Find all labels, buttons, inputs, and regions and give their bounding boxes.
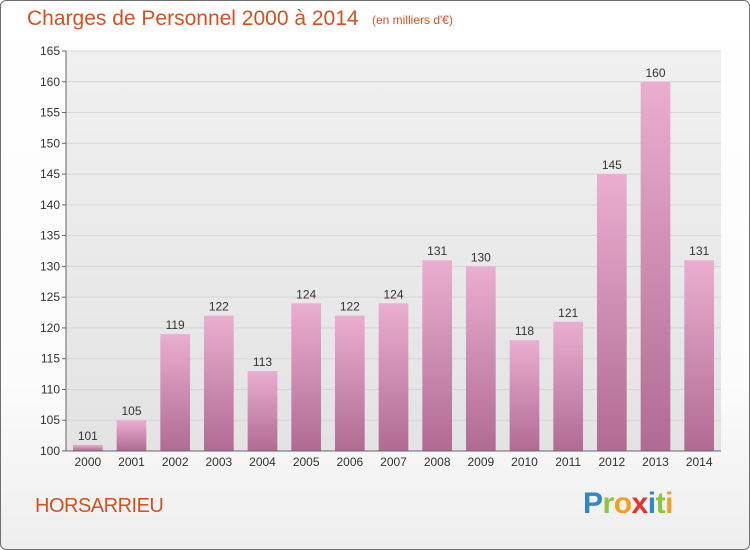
data-label: 113 bbox=[253, 355, 272, 369]
y-tick-label: 165 bbox=[40, 44, 60, 58]
data-label: 118 bbox=[515, 324, 534, 338]
y-tick-label: 120 bbox=[40, 321, 60, 335]
x-tick-label: 2010 bbox=[511, 455, 538, 469]
data-label: 131 bbox=[689, 244, 709, 258]
x-tick-label: 2013 bbox=[642, 455, 669, 469]
x-tick-label: 2002 bbox=[162, 455, 189, 469]
bar bbox=[640, 81, 671, 452]
x-tick-label: 2006 bbox=[336, 455, 363, 469]
y-tick-label: 115 bbox=[41, 352, 60, 366]
bar bbox=[509, 340, 540, 451]
x-tick-label: 2011 bbox=[555, 455, 581, 469]
bars bbox=[72, 81, 715, 452]
data-label: 130 bbox=[471, 250, 491, 264]
x-tick-label: 2014 bbox=[686, 455, 713, 469]
data-label: 121 bbox=[558, 306, 578, 320]
logo-letter: i bbox=[665, 487, 673, 520]
bar bbox=[596, 174, 627, 452]
data-label: 122 bbox=[209, 300, 229, 314]
town-name: HORSARRIEU bbox=[35, 495, 164, 517]
data-label: 131 bbox=[427, 244, 447, 258]
bar bbox=[334, 315, 365, 451]
y-tick-label: 100 bbox=[40, 444, 60, 458]
data-label: 105 bbox=[121, 404, 141, 418]
y-tick-label: 140 bbox=[40, 198, 60, 212]
bar bbox=[553, 321, 584, 451]
data-label: 119 bbox=[166, 318, 185, 332]
y-tick-label: 110 bbox=[41, 382, 60, 396]
bar bbox=[291, 303, 322, 451]
axes: 1001051101151201251301351401451501551601… bbox=[40, 44, 721, 469]
y-tick-label: 105 bbox=[40, 413, 60, 427]
logo-letter: r bbox=[602, 487, 615, 520]
bar bbox=[247, 371, 278, 451]
x-tick-label: 2005 bbox=[293, 455, 320, 469]
bar bbox=[160, 334, 191, 451]
x-tick-label: 2003 bbox=[205, 455, 232, 469]
data-label: 101 bbox=[78, 429, 98, 443]
bar bbox=[203, 315, 234, 451]
bar bbox=[684, 260, 715, 451]
chart-title: Charges de Personnel 2000 à 2014 bbox=[27, 7, 359, 30]
y-tick-label: 150 bbox=[40, 136, 60, 150]
bar bbox=[422, 260, 453, 451]
x-tick-label: 2012 bbox=[598, 455, 625, 469]
chart-subtitle: (en milliers d'€) bbox=[372, 13, 453, 27]
data-label: 145 bbox=[602, 158, 622, 172]
data-label: 124 bbox=[296, 287, 316, 301]
data-label: 160 bbox=[645, 66, 665, 80]
y-tick-label: 145 bbox=[40, 167, 60, 181]
y-tick-label: 135 bbox=[40, 229, 60, 243]
logo-letter: t bbox=[655, 487, 666, 520]
bar bbox=[378, 303, 409, 451]
bar bbox=[465, 266, 496, 451]
x-tick-label: 2001 bbox=[118, 455, 145, 469]
logo-letter: i bbox=[647, 487, 656, 520]
x-tick-label: 2007 bbox=[380, 455, 407, 469]
data-label: 122 bbox=[340, 300, 360, 314]
y-tick-label: 130 bbox=[40, 259, 60, 273]
logo-letter: o bbox=[613, 487, 632, 520]
x-tick-label: 2009 bbox=[467, 455, 494, 469]
x-tick-label: 2008 bbox=[424, 455, 451, 469]
logo-letter: P bbox=[583, 487, 603, 520]
bar bbox=[72, 444, 103, 451]
logo-letter: x bbox=[631, 487, 649, 520]
proxiti-logo: Proxiti bbox=[583, 487, 673, 521]
data-label: 124 bbox=[383, 287, 403, 301]
x-tick-label: 2004 bbox=[249, 455, 276, 469]
data-labels: 101 105 119 122 113 124 122 124 131 130 118 121 145 1… bbox=[78, 66, 710, 443]
bar bbox=[116, 420, 147, 451]
y-tick-label: 125 bbox=[40, 290, 60, 304]
y-tick-label: 155 bbox=[40, 106, 60, 120]
y-tick-label: 160 bbox=[40, 75, 60, 89]
x-tick-label: 2000 bbox=[74, 455, 101, 469]
